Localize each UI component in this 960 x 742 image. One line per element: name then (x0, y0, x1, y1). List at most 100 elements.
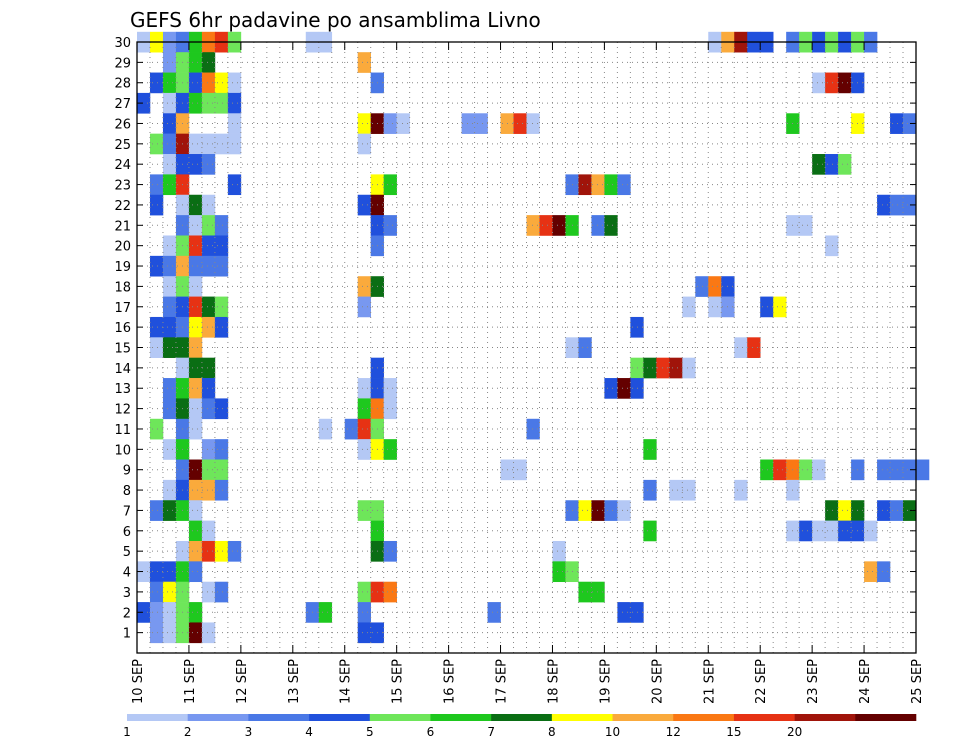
heatmap-cell (214, 540, 229, 562)
y-tick-label: 30 (114, 36, 131, 51)
legend-label: 8 (548, 725, 556, 739)
x-tick-label: 10 SEP (131, 659, 146, 704)
heatmap-cell (812, 520, 826, 542)
heatmap-cell (188, 296, 203, 318)
y-tick-label: 26 (114, 117, 131, 132)
y-tick-label: 18 (114, 280, 131, 295)
heatmap-cell (188, 357, 203, 379)
heatmap-cell (838, 520, 852, 542)
y-tick-label: 9 (123, 464, 131, 479)
y-tick-label: 23 (114, 179, 131, 194)
heatmap-cell (214, 92, 229, 114)
heatmap-cell (734, 479, 748, 501)
heatmap-cell (201, 235, 216, 257)
heatmap-cell (214, 459, 229, 481)
heatmap-cell (188, 154, 203, 175)
heatmap-cell (162, 622, 177, 644)
y-tick-label: 21 (114, 219, 131, 234)
heatmap-cell (227, 133, 242, 155)
y-tick-label: 2 (123, 606, 131, 621)
y-tick-label: 17 (114, 301, 131, 316)
heatmap-cell (188, 378, 203, 399)
heatmap-cell (617, 500, 631, 521)
heatmap-cell (383, 439, 397, 460)
heatmap-cell (890, 113, 904, 134)
legend-label: 20 (787, 725, 802, 739)
x-tick-label: 22 SEP (754, 659, 769, 704)
heatmap-cell (201, 439, 216, 460)
heatmap-cell (838, 500, 852, 521)
heatmap-cell (773, 459, 787, 481)
heatmap-cell (890, 500, 904, 521)
heatmap-cell (513, 459, 527, 481)
heatmap-cell (162, 500, 177, 521)
heatmap-cell (682, 296, 696, 318)
heatmap-cell (214, 398, 229, 420)
heatmap-cell (357, 418, 371, 440)
x-axis: 10 SEP 11 SEP 12 SEP 13 SEP 14 SEP 15 SEP 16 S… (131, 42, 925, 704)
legend-label: 6 (427, 725, 435, 739)
heatmap-cell (201, 215, 216, 236)
heatmap-cell (162, 255, 177, 277)
heatmap-cell (877, 459, 891, 481)
heatmap-cell (188, 602, 203, 623)
heatmap-cell (539, 215, 553, 236)
heatmap-cell (149, 194, 164, 216)
heatmap-cell (201, 92, 216, 114)
legend-swatch (733, 714, 795, 721)
heatmap-cell (669, 479, 683, 501)
y-tick-label: 15 (114, 342, 131, 357)
heatmap-cell (227, 174, 242, 196)
heatmap-cell (149, 174, 164, 196)
heatmap-cell (604, 378, 618, 399)
heatmap-cell (188, 479, 203, 501)
heatmap-cell (760, 296, 774, 318)
legend-swatch (369, 714, 431, 721)
heatmap-cell (162, 378, 177, 399)
y-tick-label: 11 (114, 423, 131, 438)
heatmap-cell (357, 276, 371, 297)
heatmap-cell (201, 296, 216, 318)
heatmap-cell (916, 459, 930, 481)
x-tick-label: 12 SEP (235, 659, 250, 704)
heatmap-cell (383, 174, 397, 196)
heatmap-cell (162, 479, 177, 501)
heatmap-cell (201, 479, 216, 501)
heatmap-cell (188, 337, 203, 358)
heatmap-cell (695, 276, 709, 297)
heatmap-cell (682, 479, 696, 501)
heatmap-cell (357, 52, 371, 73)
heatmap-cell (760, 459, 774, 481)
heatmap-cell (903, 194, 917, 216)
heatmap-cell (188, 255, 203, 277)
heatmap-cell (149, 561, 164, 583)
y-tick-label: 16 (114, 321, 131, 336)
heatmap-cell (201, 622, 216, 644)
legend-label: 2 (184, 725, 192, 739)
heatmap-cell (162, 602, 177, 623)
heatmap-cell (383, 113, 397, 134)
heatmap-cell (162, 276, 177, 297)
y-tick-label: 12 (114, 403, 131, 418)
heatmap-cell (825, 72, 839, 94)
heatmap-cell (214, 581, 229, 603)
heatmap-cell (227, 92, 242, 114)
heatmap-cell (318, 602, 333, 623)
heatmap-cell (487, 602, 501, 623)
x-tick-label: 15 SEP (391, 659, 406, 704)
heatmap-cell (162, 316, 177, 338)
y-tick-label: 6 (123, 525, 131, 540)
y-tick-label: 22 (114, 199, 131, 214)
heatmap-cell (188, 500, 203, 521)
heatmap-cell (903, 113, 917, 134)
heatmap-cell (591, 215, 605, 236)
heatmap-cell (708, 276, 722, 297)
heatmap-cell (591, 174, 605, 196)
heatmap-cell (188, 459, 203, 481)
legend-label: 5 (366, 725, 374, 739)
heatmap-cell (682, 357, 696, 379)
heatmap-cell (825, 500, 839, 521)
heatmap-cell (201, 378, 216, 399)
heatmap-cell (357, 133, 371, 155)
heatmap-cell (149, 418, 164, 440)
